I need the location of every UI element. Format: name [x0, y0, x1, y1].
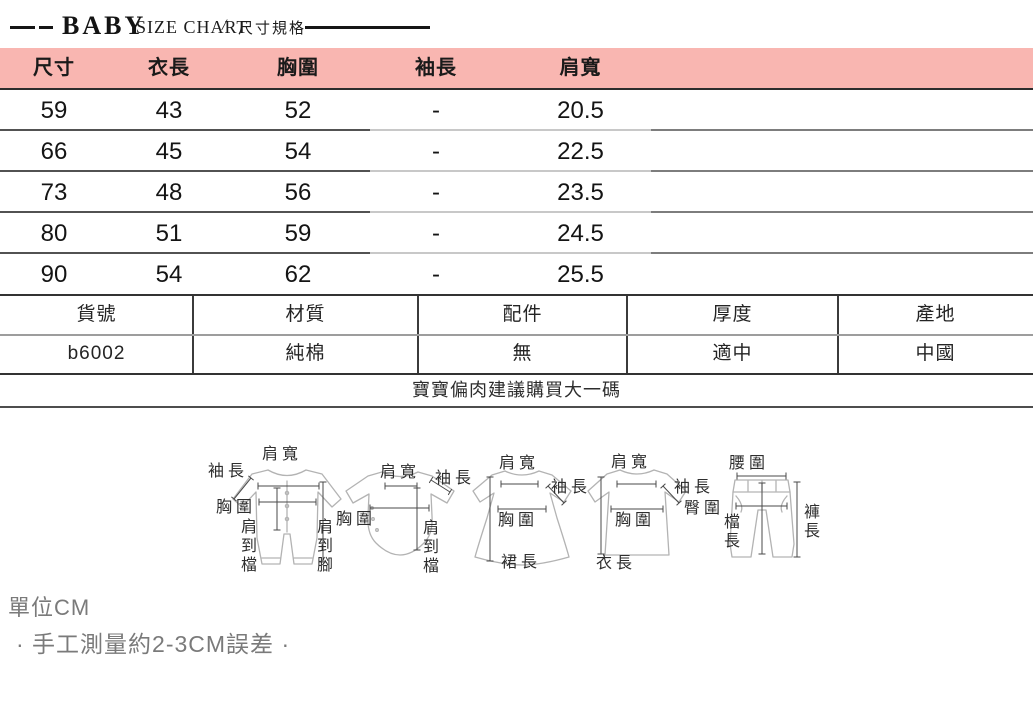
unit-note: 單位CM: [8, 595, 91, 620]
size-cell: 62: [284, 261, 312, 288]
pants-diagram: [729, 472, 801, 558]
info-col-header: 厚度: [712, 304, 753, 325]
size-col-header: 胸圍: [277, 57, 319, 79]
info-mid-line: [0, 334, 1033, 336]
size-cell: 52: [284, 97, 312, 124]
note-bottom-line: [0, 406, 1033, 408]
row-separator: [0, 170, 1033, 172]
title-left-dash-2: [39, 26, 53, 29]
size-cell: -: [432, 138, 440, 165]
size-cell: 59: [40, 97, 68, 124]
size-cell: -: [432, 97, 440, 124]
size-cell: 80: [40, 220, 68, 247]
bodysuit-sleeve-label: 袖長: [435, 470, 476, 487]
romper-shoulder-to-foot-label: 肩到腳: [314, 518, 331, 575]
romper-shoulder-label: 肩寬: [262, 446, 303, 463]
size-cell: 22.5: [557, 138, 604, 165]
dress-skirt-length-label: 裙長: [501, 554, 542, 571]
romper-diagram: [230, 469, 342, 565]
title-slash: /: [222, 17, 227, 34]
size-cell: 90: [40, 261, 68, 288]
size-cell: 54: [284, 138, 312, 165]
pants-hip-label: 臀圍: [684, 500, 725, 517]
size-col-header: 袖長: [415, 57, 457, 79]
size-cell: 73: [40, 179, 68, 206]
header-bottom-line: [0, 88, 1033, 90]
top-garment-length-label: 衣長: [596, 555, 637, 572]
pants-crotch-length-label: 檔長: [721, 513, 738, 551]
dress-diagram: [472, 470, 572, 566]
title-left-dash-1: [10, 26, 35, 29]
size-cell: 59: [284, 220, 312, 247]
size-cell: -: [432, 261, 440, 288]
table-row: 66 45 54 - 22.5: [0, 131, 1033, 172]
info-cell: 純棉: [285, 343, 326, 364]
size-cell: 51: [155, 220, 183, 247]
dress-shoulder-label: 肩寬: [499, 455, 540, 472]
table-row: 80 51 59 - 24.5: [0, 213, 1033, 254]
romper-chest-label: 胸圍: [216, 499, 257, 516]
bodysuit-diagram: [345, 471, 455, 556]
title-cn: 尺寸規格: [238, 20, 307, 37]
romper-shoulder-to-crotch-label: 肩到檔: [238, 518, 255, 575]
size-cell: 24.5: [557, 220, 604, 247]
romper-sleeve-label: 袖長: [208, 463, 249, 480]
title-right-line: [305, 26, 430, 29]
dress-chest-label: 胸圍: [498, 512, 539, 529]
row-separator: [0, 211, 1033, 213]
size-cell: 23.5: [557, 179, 604, 206]
info-cell: b6002: [67, 343, 126, 364]
size-col-header: 肩寬: [559, 57, 602, 79]
size-table-header-row: 尺寸 衣長 胸圍 袖長 肩寬: [0, 48, 1033, 88]
info-table-bottom-line: [0, 373, 1033, 375]
dress-sleeve-label: 袖長: [551, 479, 592, 496]
pants-length-label: 褲長: [801, 503, 818, 541]
info-table-top-line: [0, 294, 1033, 296]
bodysuit-shoulder-label: 肩寬: [380, 464, 421, 481]
brand-title: BABY: [62, 11, 147, 40]
size-cell: 20.5: [557, 97, 604, 124]
size-cell: -: [432, 220, 440, 247]
top-shoulder-label: 肩寬: [611, 454, 652, 471]
garment-measurement-diagrams: [230, 469, 801, 566]
bodysuit-shoulder-to-crotch-label: 肩到檔: [420, 519, 437, 576]
bodysuit-chest-label: 胸圍: [336, 511, 377, 528]
info-cell: 無: [512, 343, 533, 364]
table-row: 73 48 56 - 23.5: [0, 172, 1033, 213]
row-separator: [0, 252, 1033, 254]
top-sleeve-label: 袖長: [674, 479, 715, 496]
sizing-advice-note: 寶寶偏肉建議購買大一碼: [412, 380, 621, 400]
top-chest-label: 胸圍: [615, 512, 656, 529]
info-col-header: 材質: [285, 304, 326, 325]
size-cell: -: [432, 179, 440, 206]
info-col-header: 貨號: [76, 304, 117, 325]
size-cell: 43: [155, 97, 183, 124]
size-col-header: 尺寸: [33, 57, 75, 79]
size-cell: 66: [40, 138, 68, 165]
size-cell: 56: [284, 179, 312, 206]
info-col-header: 配件: [502, 304, 543, 325]
row-separator: [0, 129, 1033, 131]
size-chart-title: SIZE CHART: [136, 17, 249, 37]
top-diagram: [587, 469, 687, 556]
measurement-tolerance-note: · 手工測量約2-3CM誤差 ·: [16, 631, 291, 657]
table-row: 90 54 62 - 25.5: [0, 254, 1033, 295]
info-cell: 適中: [712, 343, 753, 364]
size-cell: 25.5: [557, 261, 604, 288]
size-cell: 54: [155, 261, 183, 288]
info-col-header: 產地: [915, 304, 956, 325]
pants-waist-label: 腰圍: [729, 455, 770, 472]
size-col-header: 衣長: [148, 57, 190, 79]
size-cell: 48: [155, 179, 183, 206]
info-cell: 中國: [915, 343, 956, 364]
table-row: 59 43 52 - 20.5: [0, 90, 1033, 131]
size-cell: 45: [155, 138, 183, 165]
